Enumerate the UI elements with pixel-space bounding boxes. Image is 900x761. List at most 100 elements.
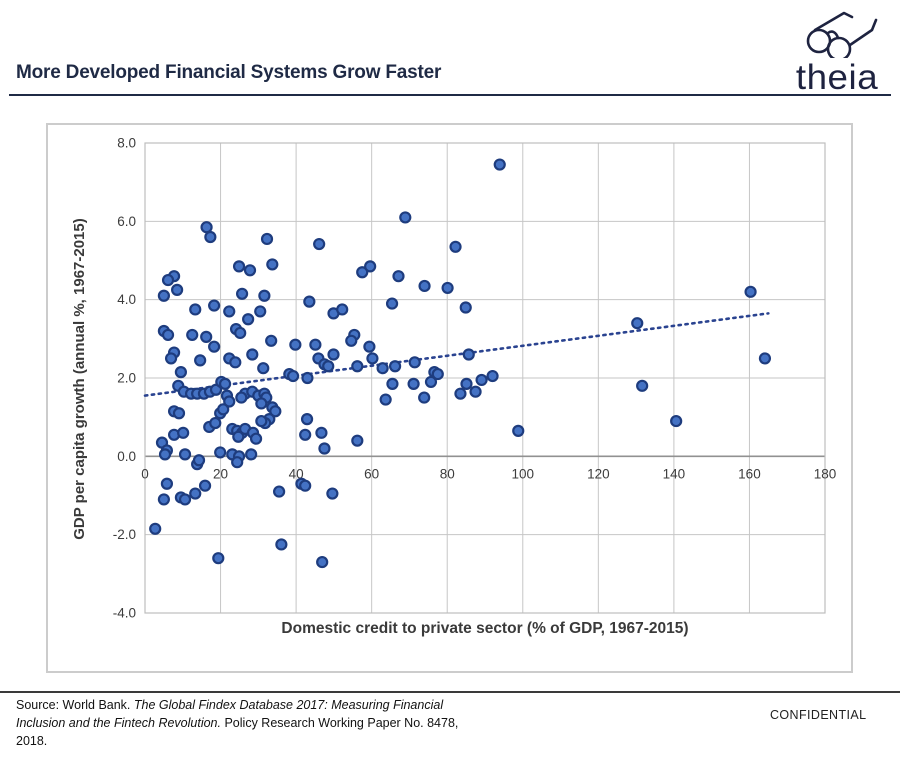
svg-text:20: 20	[213, 466, 228, 481]
data-point	[209, 416, 222, 430]
svg-text:0: 0	[141, 466, 149, 481]
data-point	[269, 405, 282, 418]
data-point	[303, 295, 316, 308]
x-axis-title: Domestic credit to private sector (% of …	[281, 620, 689, 637]
data-point	[379, 393, 392, 406]
data-point	[158, 448, 172, 461]
chart-frame: 8.0 6.0 4.0 2.0 0.0 -2.0 -4.0 0 20 40 60 80 100 120 14…	[46, 123, 853, 673]
data-point	[208, 340, 221, 353]
data-point	[249, 432, 263, 445]
data-point	[157, 289, 170, 302]
data-point	[316, 555, 329, 569]
data-point	[235, 391, 248, 404]
data-point	[149, 522, 162, 535]
data-point	[189, 487, 202, 500]
data-point	[164, 352, 178, 365]
data-point	[424, 375, 438, 389]
data-point	[299, 479, 312, 492]
data-point	[214, 446, 227, 459]
svg-text:0.0: 0.0	[117, 449, 136, 464]
source-prefix: Source: World Bank.	[16, 698, 134, 712]
trendline	[143, 312, 770, 397]
data-point	[235, 287, 249, 300]
data-point	[336, 303, 349, 316]
data-point	[385, 297, 399, 310]
brand-text: theia	[795, 58, 879, 97]
svg-text:4.0: 4.0	[117, 292, 136, 307]
data-point	[351, 360, 364, 373]
data-point	[744, 285, 757, 298]
data-point	[469, 385, 482, 398]
data-point	[327, 348, 340, 361]
scatter-plot: 8.0 6.0 4.0 2.0 0.0 -2.0 -4.0 0 20 40 60 80 100 120 14…	[113, 136, 837, 621]
data-point	[364, 260, 377, 273]
data-point	[441, 281, 454, 295]
data-point	[275, 538, 288, 551]
page-title: More Developed Financial Systems Grow Fa…	[16, 62, 442, 83]
data-point	[418, 391, 431, 404]
data-point	[218, 377, 232, 390]
svg-text:120: 120	[587, 466, 610, 481]
data-point	[217, 403, 230, 416]
data-point	[322, 360, 335, 373]
data-points	[149, 158, 772, 569]
data-point	[257, 362, 270, 375]
data-point	[408, 356, 421, 369]
svg-text:160: 160	[738, 466, 761, 481]
data-point	[174, 366, 187, 379]
data-point	[313, 237, 326, 251]
data-point	[462, 348, 475, 361]
data-point	[245, 448, 258, 461]
data-point	[258, 289, 271, 302]
data-point	[512, 424, 525, 437]
data-point	[454, 387, 467, 400]
data-point	[670, 414, 683, 428]
data-point	[178, 448, 192, 461]
data-point	[631, 317, 644, 330]
y-axis-title: GDP per capita growth (annual %, 1967-20…	[71, 218, 88, 540]
data-point	[260, 232, 274, 246]
brand-logo: theia	[778, 6, 896, 98]
data-point	[636, 379, 649, 392]
data-point	[399, 211, 412, 224]
data-point	[204, 230, 217, 244]
svg-text:100: 100	[512, 466, 535, 481]
data-point	[265, 334, 278, 347]
footer-rule	[0, 691, 900, 693]
data-point	[475, 373, 488, 387]
data-point	[386, 377, 399, 390]
glasses-icon	[806, 11, 878, 58]
data-point	[299, 428, 312, 441]
svg-text:40: 40	[289, 466, 304, 481]
data-point	[486, 369, 499, 383]
data-point	[198, 479, 212, 492]
svg-text:140: 140	[663, 466, 686, 481]
data-point	[232, 260, 246, 273]
data-point	[157, 493, 170, 506]
data-point	[208, 299, 221, 312]
tick-labels: 8.0 6.0 4.0 2.0 0.0 -2.0 -4.0 0 20 40 60 80 100 120 14…	[113, 136, 837, 621]
data-point	[286, 369, 300, 383]
svg-text:180: 180	[814, 466, 837, 481]
data-point	[266, 258, 279, 271]
data-point	[177, 426, 190, 439]
svg-text:6.0: 6.0	[117, 214, 136, 229]
data-point	[232, 430, 245, 443]
data-point	[186, 328, 199, 342]
data-point	[273, 485, 286, 498]
data-point	[172, 407, 186, 420]
data-point	[255, 414, 268, 428]
data-point	[459, 301, 472, 314]
data-point	[229, 356, 242, 369]
data-point	[326, 487, 339, 500]
svg-text:60: 60	[364, 466, 379, 481]
data-point	[254, 305, 267, 318]
data-point	[318, 442, 331, 455]
data-point	[315, 426, 328, 439]
data-point	[407, 377, 420, 390]
plot-border	[144, 142, 826, 614]
data-point	[363, 340, 376, 353]
data-point	[223, 395, 236, 408]
header-rule	[9, 94, 891, 96]
